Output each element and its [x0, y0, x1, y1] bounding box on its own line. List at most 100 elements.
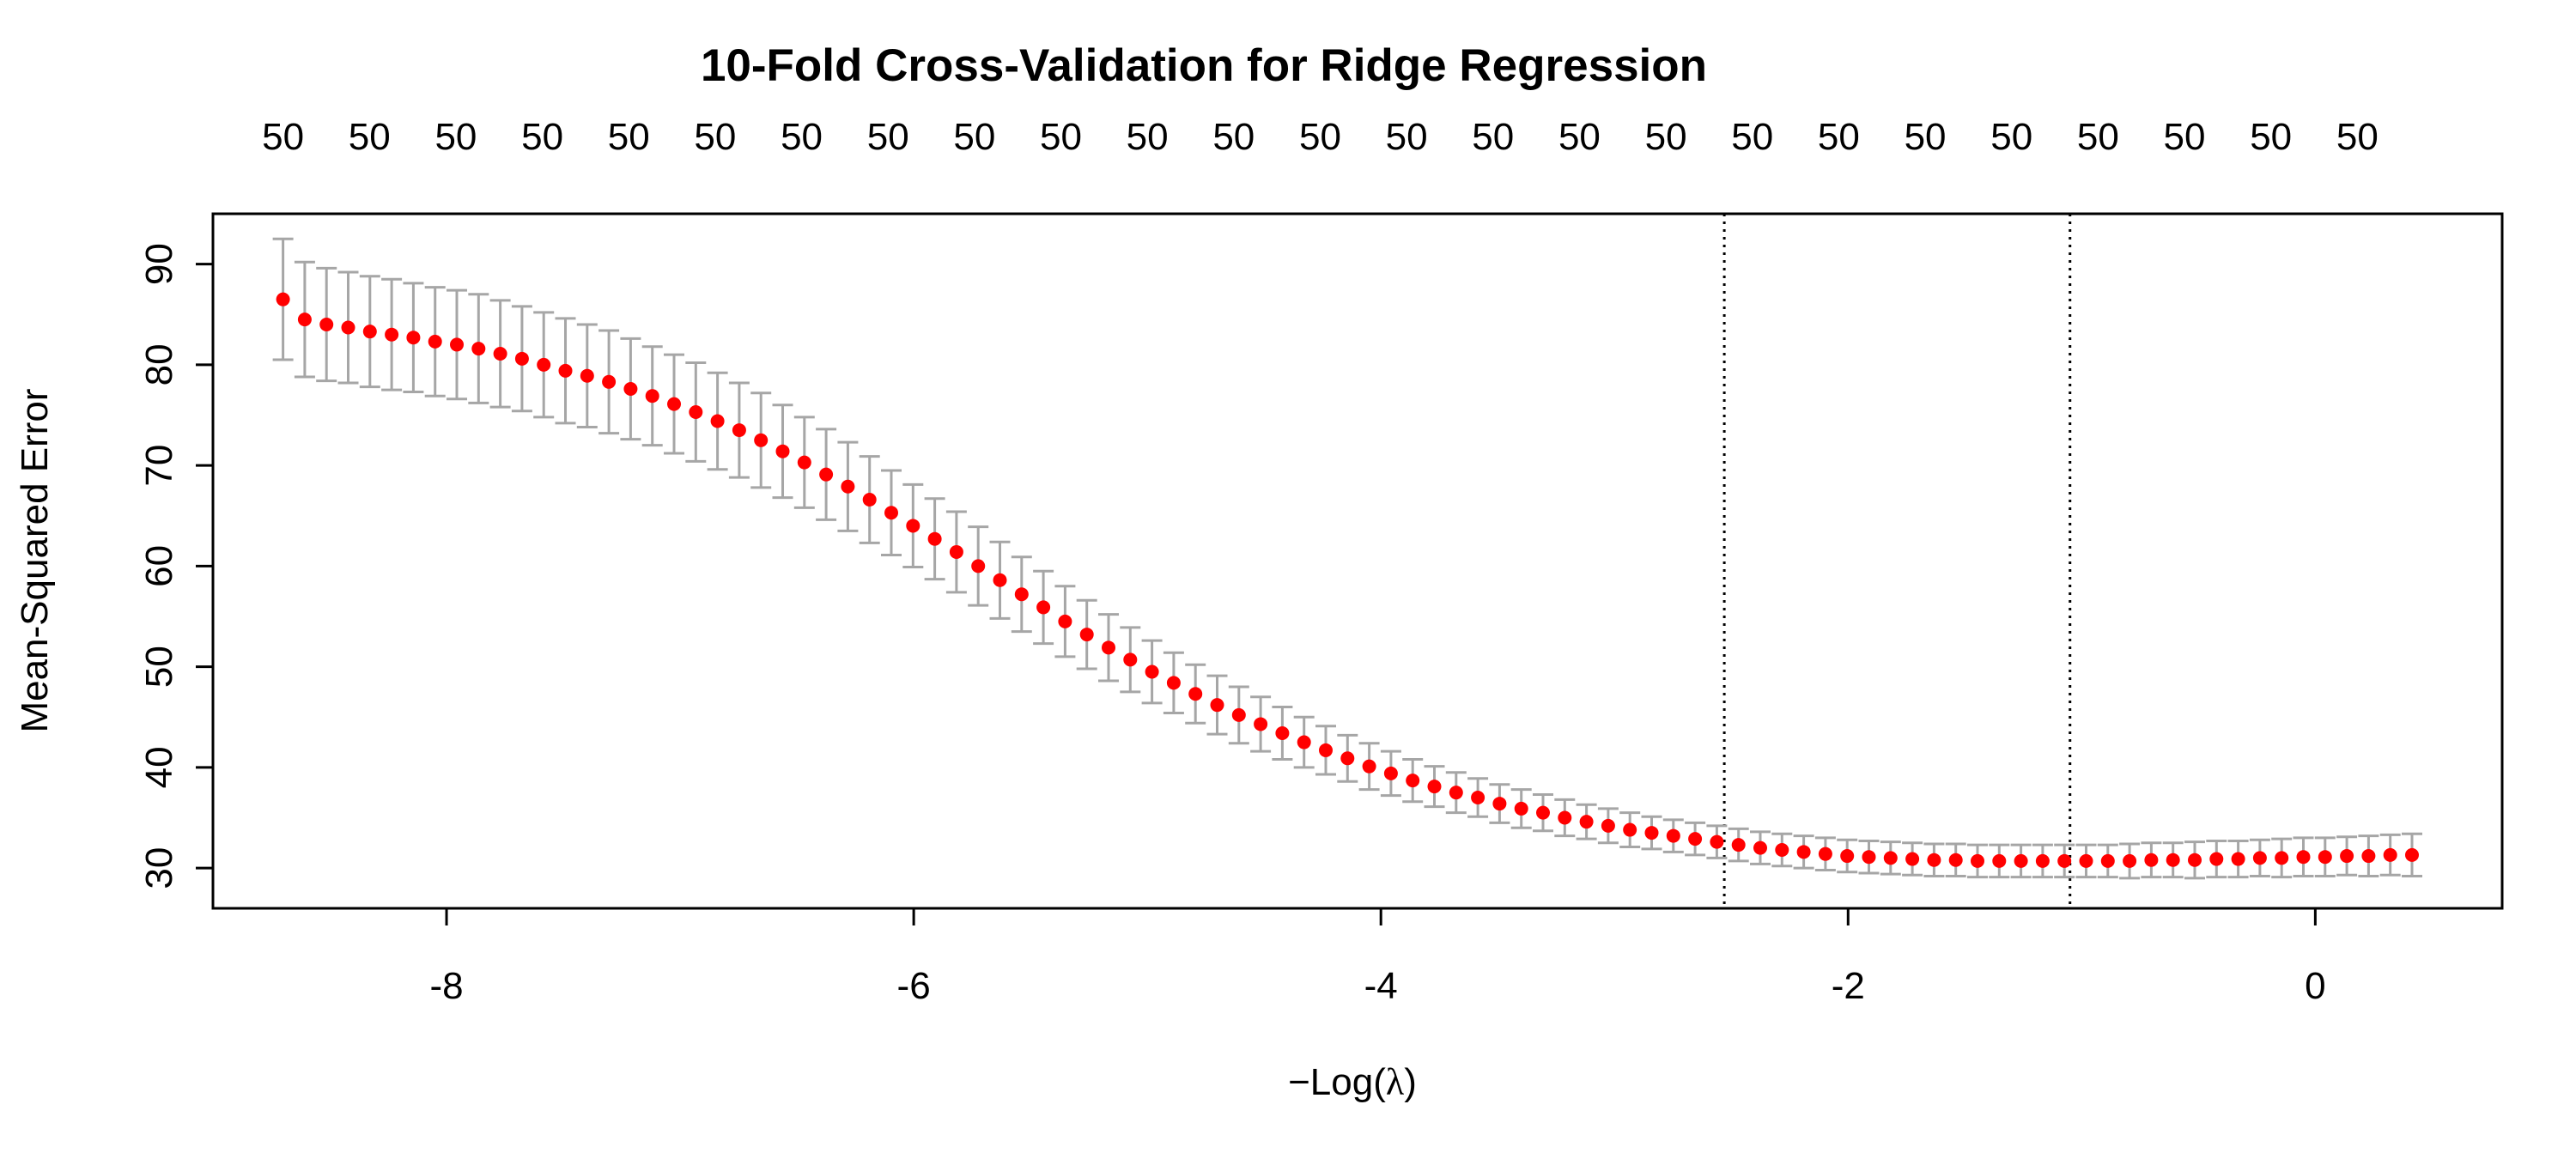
top-tick-label: 50 [1127, 116, 1169, 158]
data-point [2014, 853, 2028, 868]
data-point [1036, 600, 1051, 615]
top-tick-label: 50 [1645, 116, 1687, 158]
data-point [2340, 849, 2354, 864]
data-point [971, 559, 986, 573]
top-tick-label: 50 [694, 116, 736, 158]
y-tick-label: 70 [138, 445, 180, 487]
y-axis: 30 40 50 60 70 80 90 [138, 243, 215, 889]
x-tick-label: -4 [1364, 965, 1398, 1007]
data-point [2275, 851, 2289, 865]
top-tick-label: 50 [1040, 116, 1082, 158]
data-point [297, 313, 312, 327]
data-point [1427, 780, 1442, 794]
data-point [1362, 759, 1376, 774]
top-tick-label: 50 [1990, 116, 2032, 158]
top-tick-label: 50 [1299, 116, 1341, 158]
y-axis-title: Mean-Squared Error [14, 388, 56, 732]
data-point [884, 506, 899, 520]
top-tick-label: 50 [1905, 116, 1947, 158]
data-point [1492, 797, 1507, 811]
data-point [1123, 652, 1138, 667]
y-tick-label: 60 [138, 545, 180, 587]
top-tick-label: 50 [1386, 116, 1428, 158]
data-point [1449, 786, 1463, 800]
data-point [2057, 853, 2072, 868]
data-point [341, 320, 355, 335]
data-point [1514, 801, 1528, 816]
top-tick-label: 50 [349, 116, 391, 158]
data-point [949, 544, 963, 559]
x-tick-label: -6 [897, 965, 931, 1007]
top-tick-label: 50 [953, 116, 995, 158]
data-point [2209, 852, 2224, 866]
top-tick-label: 50 [2164, 116, 2206, 158]
data-point [537, 357, 551, 372]
data-point [406, 331, 421, 345]
data-point [602, 374, 617, 389]
data-point [2187, 853, 2202, 867]
data-point [1666, 828, 1680, 843]
data-point [1406, 774, 1420, 788]
top-tick-label: 50 [867, 116, 909, 158]
top-tick-label: 50 [434, 116, 477, 158]
top-tick-label: 50 [2077, 116, 2119, 158]
data-point [276, 292, 290, 306]
data-point [319, 317, 334, 331]
data-point [1188, 687, 1203, 701]
data-point [1340, 751, 1355, 766]
data-point [1058, 614, 1072, 628]
data-point [1558, 810, 1572, 825]
data-point [754, 433, 769, 447]
data-point [1210, 698, 1224, 713]
data-point [841, 479, 855, 494]
data-point [775, 444, 790, 458]
data-point [1623, 822, 1637, 837]
data-point [710, 414, 725, 428]
data-point [2166, 853, 2180, 867]
x-tick-label: -8 [429, 965, 463, 1007]
x-tick-label: 0 [2305, 965, 2325, 1007]
y-tick-label: 90 [138, 243, 180, 285]
data-point [1275, 725, 1290, 740]
data-point [623, 382, 638, 397]
error-bars [272, 237, 2422, 880]
data-point [689, 404, 703, 419]
top-axis: 50 50 50 50 50 50 50 50 50 50 50 50 50 50 50 50 50 50 50 50… [262, 116, 2379, 158]
y-tick-label: 50 [138, 646, 180, 688]
y-tick-label: 80 [138, 343, 180, 385]
y-tick-label: 40 [138, 746, 180, 788]
data-point [1905, 852, 1920, 866]
data-point [558, 363, 573, 378]
top-tick-label: 50 [2336, 116, 2379, 158]
top-tick-label: 50 [521, 116, 563, 158]
data-point [1818, 846, 1832, 861]
data-point [1796, 845, 1811, 859]
top-tick-label: 50 [1731, 116, 1773, 158]
data-point [1688, 832, 1703, 846]
top-tick-label: 50 [1558, 116, 1601, 158]
data-point [450, 337, 465, 352]
x-axis-title-lambda: λ [1386, 1061, 1405, 1103]
data-point [1862, 850, 1876, 865]
data-point [2123, 853, 2137, 868]
data-point [927, 531, 942, 546]
data-point [2079, 853, 2093, 868]
data-point [471, 342, 486, 356]
data-point [1014, 587, 1029, 602]
data-point [1166, 676, 1181, 690]
data-points [276, 292, 2419, 868]
top-tick-label: 50 [2250, 116, 2292, 158]
data-point [1753, 840, 1767, 855]
data-point [362, 325, 377, 339]
data-point [2035, 853, 2050, 868]
data-point [493, 346, 507, 361]
x-axis-title-suffix: ) [1404, 1061, 1417, 1103]
x-tick-label: -2 [1832, 965, 1865, 1007]
data-point [732, 423, 746, 438]
top-tick-label: 50 [1818, 116, 1860, 158]
chart-title: 10-Fold Cross-Validation for Ridge Regre… [701, 40, 1707, 91]
data-point [1731, 838, 1746, 853]
data-point [645, 389, 659, 404]
data-point [1644, 826, 1659, 840]
data-point [667, 397, 682, 411]
